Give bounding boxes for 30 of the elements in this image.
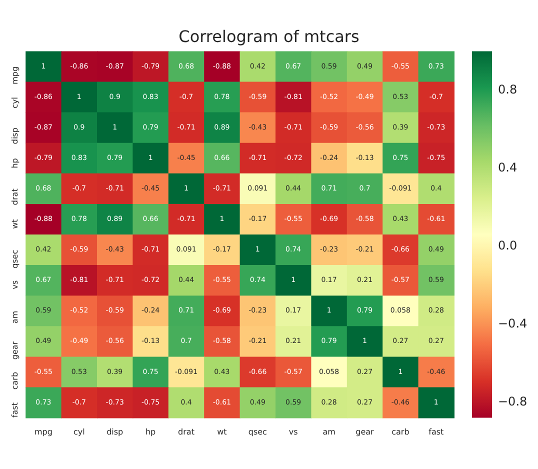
x-tick-label: qsec bbox=[248, 428, 267, 437]
color-bar-label: 0.4 bbox=[498, 160, 518, 174]
y-tick-label: drat bbox=[10, 188, 20, 206]
x-tick-label: wt bbox=[217, 428, 227, 437]
y-tick-label: fast bbox=[10, 402, 20, 418]
y-tick-label: mpg bbox=[10, 66, 20, 84]
x-tick-label: carb bbox=[392, 428, 410, 437]
x-tick-label: hp bbox=[145, 428, 156, 437]
color-bar-label: 0.8 bbox=[498, 82, 518, 96]
color-bar-label: 0.0 bbox=[498, 238, 518, 252]
x-tick-label: mpg bbox=[34, 428, 52, 437]
color-bar-label: −0.4 bbox=[498, 316, 528, 330]
y-tick-label: wt bbox=[10, 219, 20, 229]
y-tick-label: am bbox=[10, 310, 20, 324]
x-tick-label: gear bbox=[356, 428, 375, 437]
chart-title: Correlogram of mtcars bbox=[178, 26, 360, 46]
x-tick-label: vs bbox=[288, 428, 298, 437]
y-tick-label: hp bbox=[10, 158, 20, 168]
x-tick-label: fast bbox=[428, 428, 444, 437]
color-bar-label: −0.8 bbox=[498, 394, 528, 408]
y-tick-label: vs bbox=[10, 280, 20, 290]
x-tick-label: cyl bbox=[73, 428, 85, 437]
x-tick-label: am bbox=[322, 428, 336, 437]
y-tick-label: qsec bbox=[10, 250, 20, 268]
y-tick-label: disp bbox=[10, 128, 20, 144]
y-tick-label: cyl bbox=[10, 97, 20, 108]
y-tick-label: carb bbox=[10, 372, 20, 390]
x-tick-label: drat bbox=[178, 428, 194, 437]
y-tick-label: gear bbox=[10, 340, 20, 360]
x-tick-label: disp bbox=[106, 428, 124, 437]
